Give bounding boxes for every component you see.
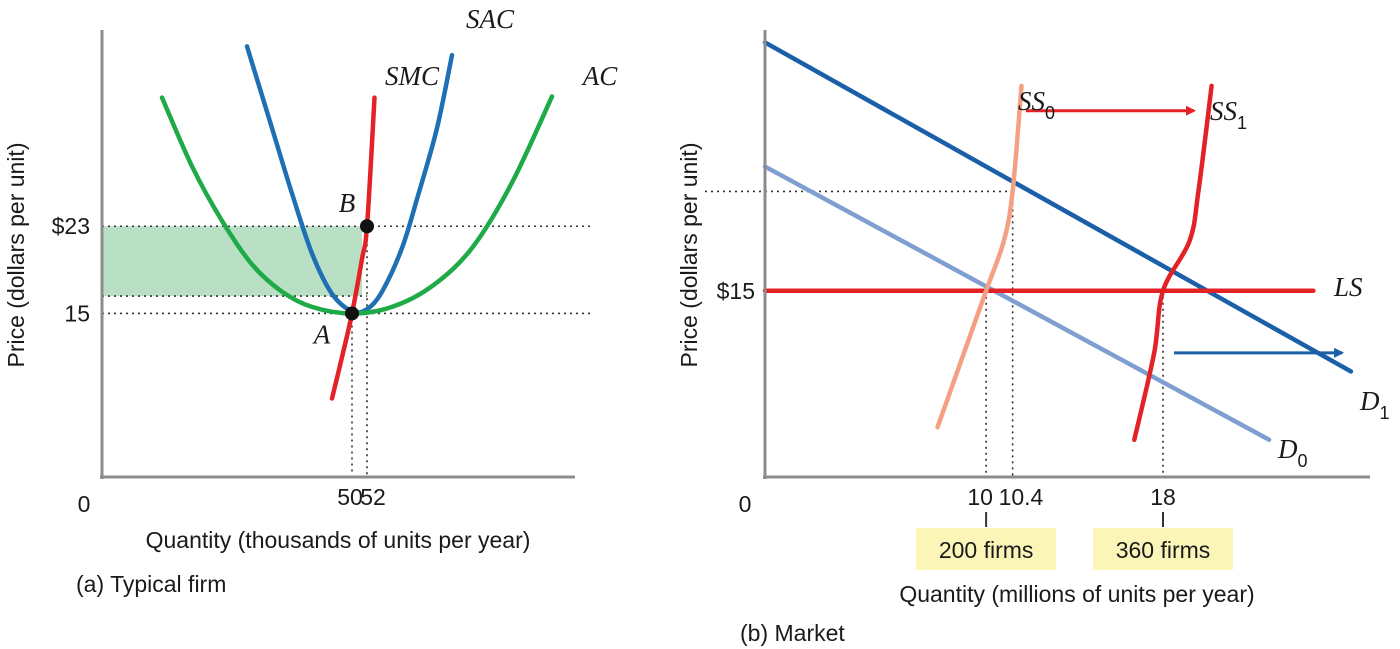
- label-ac: AC: [581, 61, 618, 91]
- label-ls: LS: [1333, 272, 1363, 302]
- panel-b-origin-label: 0: [739, 491, 752, 517]
- curve-ss1: [1132, 83, 1214, 443]
- label-smc: SMC: [385, 61, 440, 91]
- line-d0: [762, 164, 1272, 442]
- panel-b-x-tick-0: 10: [967, 484, 993, 510]
- label-d0: D0: [1277, 434, 1308, 471]
- panel-b-caption: (b) Market: [740, 620, 845, 646]
- panel-b-x-axis-title: Quantity (millions of units per year): [899, 581, 1254, 607]
- panel-a-x-axis-title: Quantity (thousands of units per year): [146, 527, 531, 553]
- panel-a-y-tick-1: 15: [64, 300, 90, 326]
- panel-b-x-tick-2: 18: [1150, 484, 1176, 510]
- label-sac: SAC: [466, 4, 515, 34]
- point-label-b: B: [339, 188, 356, 218]
- panel-a-x-tick-1: 52: [360, 484, 386, 510]
- panel-a-caption: (a) Typical firm: [76, 571, 226, 597]
- panel-b-market: D0 D1 LS SS0 SS1 $15 10 10.4 18 200 firms 360 fi…: [676, 30, 1390, 646]
- panel-a-origin-label: 0: [78, 491, 91, 517]
- line-d1: [762, 40, 1354, 374]
- curve-smc: [329, 95, 377, 401]
- point-a: [345, 306, 359, 321]
- firm-box-label-0: 200 firms: [939, 537, 1034, 563]
- panel-a-x-tick-0: 50: [337, 484, 363, 510]
- panel-b-y-tick-0: $15: [717, 278, 755, 304]
- point-b: [360, 219, 374, 234]
- curve-ac: [159, 94, 555, 316]
- firm-box-label-1: 360 firms: [1116, 537, 1211, 563]
- curve-ss0: [935, 83, 1024, 430]
- label-ss0: SS0: [1018, 86, 1055, 123]
- panel-a-y-tick-0: $23: [52, 213, 90, 239]
- point-label-a: A: [312, 319, 331, 349]
- firm-box-0: [916, 528, 1057, 570]
- label-ss1: SS1: [1210, 96, 1247, 133]
- panel-b-y-axis-title: Price (dollars per unit): [676, 143, 702, 368]
- panel-a-y-axis-title: Price (dollars per unit): [3, 143, 29, 368]
- panel-b-x-tick-1: 10.4: [999, 484, 1044, 510]
- label-d1: D1: [1359, 386, 1390, 423]
- firm-box-1: [1093, 528, 1233, 570]
